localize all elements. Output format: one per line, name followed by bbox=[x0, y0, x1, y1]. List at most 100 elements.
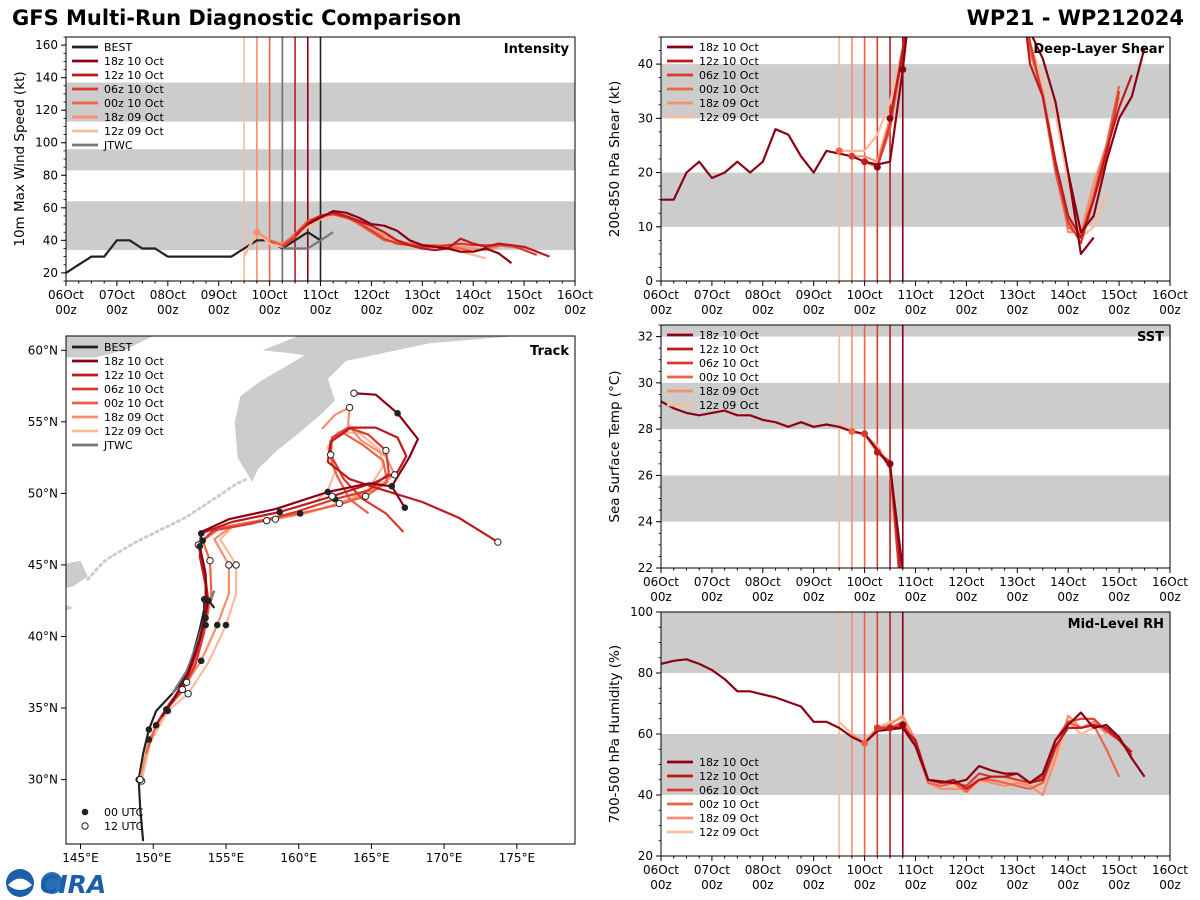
shear-xtick-hour: 00z bbox=[803, 303, 825, 317]
rh-xtick-label: 07Oct bbox=[694, 863, 730, 877]
intensity-xtick-hour: 00z bbox=[513, 303, 535, 317]
sst-legend-label-00z-10-oct: 00z 10 Oct bbox=[699, 371, 759, 384]
sst-ylabel: Sea Surface Temp (°C) bbox=[607, 370, 623, 522]
rh-xtick-hour: 00z bbox=[701, 878, 723, 892]
sst-init-marker-2 bbox=[873, 448, 881, 456]
cira-logo-text: CIRA bbox=[40, 870, 106, 899]
track-legend-label-jtwc: JTWC bbox=[103, 439, 133, 452]
track-marker-12utc bbox=[345, 403, 354, 412]
shear-series-18z-09-oct-1 bbox=[851, 37, 1121, 234]
rh-xtick-hour: 00z bbox=[1007, 878, 1029, 892]
intensity-xtick-hour: 00z bbox=[361, 303, 383, 317]
shear-panel: 06Oct00z07Oct00z08Oct00z09Oct00z10Oct00z… bbox=[607, 36, 1188, 317]
shear-series-12z-10-oct-4 bbox=[888, 37, 1133, 239]
rh-ytick-label: 60 bbox=[638, 727, 653, 741]
sst-init-marker-0 bbox=[848, 427, 856, 435]
shear-legend-label-12z-09-oct: 12z 09 Oct bbox=[699, 111, 759, 124]
intensity-title: Intensity bbox=[504, 42, 570, 57]
track-marker-00utc bbox=[324, 488, 332, 496]
shear-xtick-hour: 00z bbox=[1007, 303, 1029, 317]
track-marker-12utc bbox=[382, 446, 390, 455]
intensity-xtick-label: 08Oct bbox=[150, 288, 186, 302]
rh-xtick-label: 15Oct bbox=[1101, 863, 1137, 877]
track-marker-00utc bbox=[394, 409, 401, 417]
rh-init-marker-3 bbox=[899, 721, 907, 729]
intensity-xtick-hour: 00z bbox=[55, 303, 77, 317]
rh-xtick-label: 16Oct bbox=[1152, 863, 1188, 877]
intensity-xtick-label: 16Oct bbox=[557, 288, 593, 302]
rh-xtick-hour: 00z bbox=[752, 878, 774, 892]
intensity-xtick-hour: 00z bbox=[208, 303, 230, 317]
sst-xtick-hour: 00z bbox=[650, 590, 672, 604]
track-legend-label-06z-10-oct: 06z 10 Oct bbox=[104, 383, 164, 396]
sst-band-1 bbox=[661, 382, 1170, 430]
intensity-ytick-label: 160 bbox=[35, 38, 58, 52]
sst-legend-label-06z-10-oct: 06z 10 Oct bbox=[699, 357, 759, 370]
rh-xtick-hour: 00z bbox=[956, 878, 978, 892]
track-marker-00utc bbox=[222, 621, 230, 629]
track-series-18z-09-oct-3 bbox=[139, 406, 396, 780]
intensity-xtick-label: 11Oct bbox=[302, 288, 338, 302]
sst-xtick-hour: 00z bbox=[701, 590, 723, 604]
sst-ytick-label: 22 bbox=[638, 561, 653, 575]
sst-ytick-label: 24 bbox=[638, 515, 653, 529]
intensity-panel: 06Oct00z07Oct00z08Oct00z09Oct00z10Oct00z… bbox=[12, 36, 593, 317]
sst-panel: 06Oct00z07Oct00z08Oct00z09Oct00z10Oct00z… bbox=[607, 324, 1188, 604]
track-xtick-label: 165°E bbox=[353, 851, 390, 865]
intensity-series-12z-10-oct-6 bbox=[294, 211, 550, 258]
intensity-ytick-label: 100 bbox=[35, 136, 58, 150]
track-marker-00utc bbox=[202, 621, 209, 629]
marker-legend-12utc-label: 12 UTC bbox=[104, 820, 144, 833]
shear-plot-area bbox=[661, 37, 1170, 281]
rh-legend-label-18z-09-oct: 18z 09 Oct bbox=[699, 812, 759, 825]
intensity-init-marker-0 bbox=[253, 228, 261, 236]
marker-legend-00utc-icon bbox=[81, 808, 89, 816]
shear-xtick-label: 11Oct bbox=[897, 288, 933, 302]
intensity-legend-label-12z-10-oct: 12z 10 Oct bbox=[104, 69, 164, 82]
shear-xtick-hour: 00z bbox=[752, 303, 774, 317]
sst-xtick-label: 06Oct bbox=[643, 575, 679, 589]
track-series-12z-09-oct-2 bbox=[140, 430, 385, 782]
shear-xtick-label: 09Oct bbox=[796, 288, 832, 302]
shear-ylabel: 200-850 hPa Shear (kt) bbox=[607, 81, 623, 238]
marker-legend-12utc-icon bbox=[81, 822, 89, 830]
cira-logo: CIRA bbox=[6, 869, 106, 899]
track-marker-00utc bbox=[202, 614, 209, 622]
shear-ytick-label: 30 bbox=[638, 111, 653, 125]
shear-xtick-label: 06Oct bbox=[643, 288, 679, 302]
track-marker-00utc bbox=[276, 508, 284, 516]
rh-legend-label-12z-10-oct: 12z 10 Oct bbox=[699, 770, 759, 783]
track-marker-12utc bbox=[184, 690, 192, 698]
track-frame bbox=[65, 335, 576, 845]
intensity-series-18z-10-oct-7 bbox=[307, 210, 513, 264]
sst-xtick-label: 15Oct bbox=[1101, 575, 1137, 589]
sst-legend-label-12z-09-oct: 12z 09 Oct bbox=[699, 399, 759, 412]
track-marker-00utc bbox=[196, 543, 204, 550]
rh-legend-label-18z-10-oct: 18z 10 Oct bbox=[699, 756, 759, 769]
sst-init-marker-1 bbox=[861, 430, 869, 438]
shear-legend-label-18z-10-oct: 18z 10 Oct bbox=[699, 41, 759, 54]
track-marker-12utc bbox=[494, 538, 502, 546]
track-series-12z-10-oct-6 bbox=[156, 426, 499, 723]
track-ytick-label: 40°N bbox=[28, 630, 58, 644]
rh-ylabel: 700-500 hPa Humidity (%) bbox=[607, 645, 623, 823]
track-marker-12utc bbox=[390, 471, 399, 479]
intensity-series-jtwc-1 bbox=[282, 231, 334, 250]
intensity-legend-label-best: BEST bbox=[104, 41, 132, 54]
rh-xtick-hour: 00z bbox=[1108, 878, 1130, 892]
sst-ytick-label: 28 bbox=[638, 422, 653, 436]
intensity-xtick-label: 14Oct bbox=[455, 288, 491, 302]
track-marker-12utc bbox=[271, 515, 280, 523]
track-marker-00utc bbox=[213, 621, 221, 629]
track-panel: 145°E 150°E 155°E 160°E 165°E 170°E 175°E 30°N 3… bbox=[28, 335, 576, 865]
sst-xtick-hour: 00z bbox=[803, 590, 825, 604]
track-marker-12utc bbox=[183, 678, 191, 686]
rh-init-marker-2 bbox=[886, 724, 894, 732]
shear-series-12z-09-oct-0 bbox=[839, 37, 1108, 239]
rh-ytick-label: 80 bbox=[638, 666, 653, 680]
track-marker-00utc bbox=[197, 530, 205, 537]
track-marker-00utc bbox=[197, 657, 205, 665]
track-marker-12utc bbox=[361, 492, 370, 500]
